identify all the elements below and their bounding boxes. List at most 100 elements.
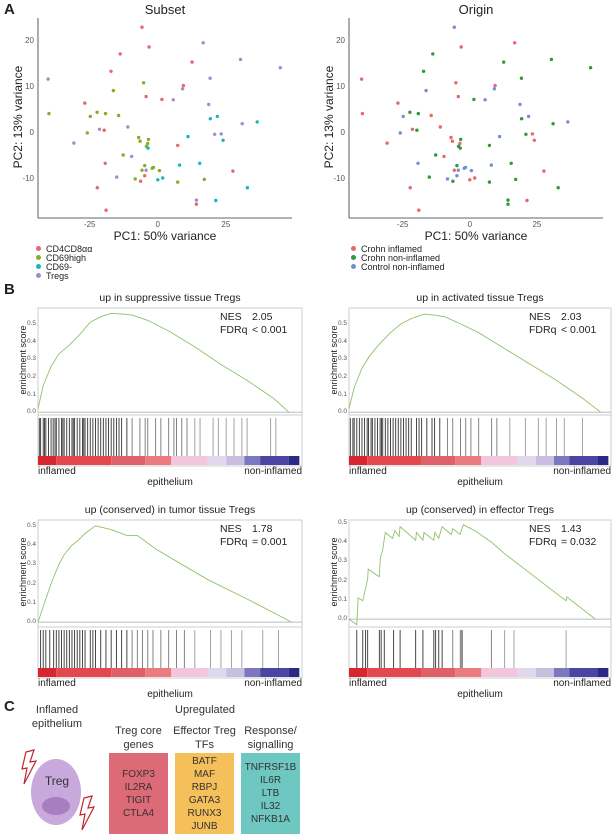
data-point — [156, 178, 160, 182]
rank-colorbar-segment — [111, 668, 146, 677]
gene-name: TNFRSF1B — [244, 762, 297, 773]
chart-title: Subset — [144, 2, 186, 17]
data-point — [111, 88, 116, 93]
data-point — [532, 138, 536, 142]
fdr-label: FDRq — [529, 324, 557, 336]
rank-colorbar-segment — [455, 668, 482, 677]
legend-marker — [36, 246, 41, 251]
x-axis-label: PC1: 50% variance — [113, 229, 217, 243]
y-tick-label: 0.4 — [26, 337, 36, 345]
rank-colorbar-segment — [569, 456, 599, 465]
nes-label: NES — [220, 523, 242, 535]
data-point — [549, 57, 554, 62]
data-point — [201, 41, 205, 45]
data-point — [245, 186, 250, 190]
gsea-title: up (conserved) in tumor tissue Tregs — [84, 504, 256, 516]
data-point — [147, 45, 151, 49]
data-point — [215, 114, 220, 119]
legend-label: CD4CD8αα — [46, 243, 93, 254]
lightning-bolt-icon — [21, 749, 38, 785]
x-axis-label: epithelium — [147, 477, 193, 488]
enrichment-curve — [37, 525, 292, 623]
fdr-label: FDRq — [220, 536, 248, 548]
panel-label-b: B — [4, 281, 15, 298]
data-point — [85, 131, 89, 135]
y-tick-label: 20 — [336, 35, 345, 45]
gene-name: BATF — [192, 755, 217, 767]
rank-colorbar-segment — [111, 456, 146, 465]
rank-colorbar-segment — [38, 668, 57, 677]
gsea-title: up in suppressive tissue Tregs — [99, 292, 241, 304]
y-tick-label: 0.5 — [26, 521, 36, 529]
legend-marker — [351, 264, 356, 269]
rank-colorbar-segment — [226, 456, 245, 465]
data-point — [530, 132, 535, 136]
group-header-line: Response/ — [244, 725, 297, 737]
data-point — [519, 117, 524, 121]
legend-label: CD69- — [46, 261, 73, 272]
data-point — [468, 178, 472, 182]
data-point — [255, 120, 259, 124]
x-tick-label: 25 — [221, 220, 231, 229]
y-tick-label: -10 — [333, 173, 345, 183]
data-point — [458, 146, 462, 150]
data-point — [133, 177, 137, 181]
y-tick-label: 10 — [336, 81, 345, 91]
nes-label: NES — [220, 311, 242, 323]
lightning-bolt-icon — [79, 795, 96, 831]
rank-colorbar-segment — [38, 456, 57, 465]
data-point — [525, 198, 529, 203]
data-point — [157, 168, 162, 173]
gene-name: CTLA4 — [122, 807, 155, 819]
upregulated-header: Upregulated — [175, 704, 235, 716]
data-point — [493, 83, 497, 88]
data-point — [141, 81, 146, 85]
data-point — [278, 66, 282, 70]
data-point — [454, 81, 458, 85]
data-point — [408, 186, 412, 190]
fdr-value: < 0.001 — [252, 324, 288, 336]
rank-colorbar-segment — [569, 668, 599, 677]
y-tick-label: 10 — [25, 81, 34, 91]
legend-label: Crohn non-inflamed — [361, 252, 441, 263]
nes-value: 1.78 — [252, 523, 273, 535]
data-point — [115, 175, 119, 179]
data-point — [445, 177, 450, 181]
y-axis-label: PC2: 13% variance — [11, 65, 25, 169]
stats-block: NES 1.43 FDRq = 0.032 — [529, 523, 596, 549]
data-point — [46, 77, 50, 81]
group-header-line: signalling — [247, 739, 294, 751]
data-point — [138, 139, 142, 143]
data-point — [180, 87, 185, 91]
y-axis-label: enrichment score — [329, 537, 339, 607]
data-point — [415, 128, 419, 132]
rank-colorbar-segment — [535, 456, 554, 465]
data-point — [487, 143, 492, 148]
gene-name: IL32 — [260, 801, 281, 812]
gene-name: JUNB — [191, 820, 218, 832]
data-point — [144, 168, 148, 172]
y-tick-label: 0.3 — [337, 355, 347, 363]
y-tick-label: 0 — [29, 127, 34, 137]
data-point — [487, 180, 492, 184]
data-point — [146, 141, 150, 146]
data-point — [451, 179, 455, 183]
rank-colorbar-segment — [481, 668, 518, 677]
data-point — [95, 186, 99, 190]
data-point — [140, 168, 144, 172]
data-point — [566, 120, 570, 124]
y-tick-label: 0.1 — [26, 598, 36, 606]
data-point — [83, 101, 87, 105]
gene-name: GATA3 — [188, 794, 221, 806]
data-point — [472, 97, 476, 102]
gsea-plot-area — [348, 519, 612, 679]
fdr-value: = 0.032 — [561, 536, 597, 548]
data-point — [469, 168, 474, 173]
data-point — [116, 113, 121, 118]
data-point — [410, 127, 415, 131]
stats-block: NES 2.03 FDRq < 0.001 — [529, 311, 596, 337]
cell-header: Inflamed epithelium — [20, 703, 94, 731]
nes-label: NES — [529, 523, 551, 535]
data-point — [213, 132, 217, 136]
y-tick-label: 0.2 — [337, 576, 347, 584]
